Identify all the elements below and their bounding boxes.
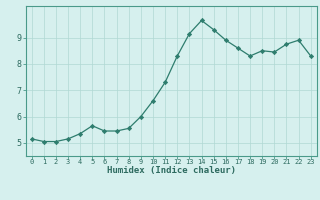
X-axis label: Humidex (Indice chaleur): Humidex (Indice chaleur) (107, 166, 236, 175)
